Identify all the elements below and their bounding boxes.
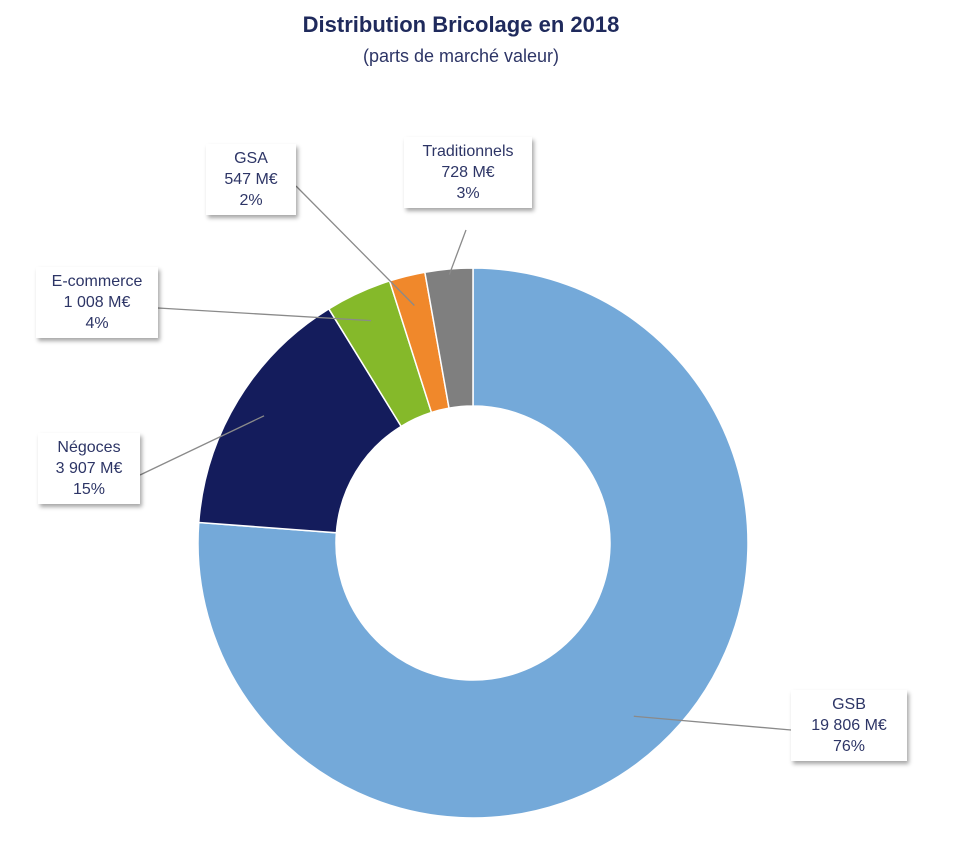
callout-percent: 2%	[239, 192, 263, 209]
callout-value: 728 M€	[441, 164, 495, 181]
callout-percent: 3%	[456, 185, 480, 202]
callout-gsb: GSB 19 806 M€ 76%	[791, 690, 907, 761]
callout-name: Traditionnels	[422, 143, 514, 160]
donut-slice-traditionnels	[423, 267, 474, 409]
callout-name: Négoces	[57, 439, 121, 456]
callout-name: GSB	[832, 696, 866, 713]
leader-line-n-goces	[139, 415, 265, 476]
callout-name: GSA	[234, 150, 268, 167]
callout-name: E-commerce	[51, 273, 143, 290]
donut-slice-gsb	[197, 267, 749, 819]
callout-traditionnels: Traditionnels 728 M€ 3%	[404, 137, 532, 208]
callout-value: 1 008 M€	[63, 294, 131, 311]
callout-ecommerce: E-commerce 1 008 M€ 4%	[36, 267, 158, 338]
leader-line-traditionnels	[448, 229, 467, 275]
leader-line-gsa	[295, 185, 415, 306]
donut-slice-n-goces	[197, 307, 403, 534]
callout-value: 547 M€	[224, 171, 278, 188]
callout-percent: 15%	[72, 481, 106, 498]
leader-line-gsb	[633, 715, 792, 731]
callout-value: 19 806 M€	[811, 717, 887, 734]
callout-value: 3 907 M€	[55, 460, 123, 477]
chart-subtitle: (parts de marché valeur)	[362, 46, 560, 66]
callout-percent: 4%	[85, 315, 109, 332]
callout-negoces: Négoces 3 907 M€ 15%	[38, 433, 140, 504]
leader-line-e-commerce	[157, 307, 372, 322]
callout-gsa: GSA 547 M€ 2%	[206, 144, 296, 215]
callout-percent: 76%	[832, 738, 866, 755]
chart-title: Distribution Bricolage en 2018	[302, 12, 620, 37]
